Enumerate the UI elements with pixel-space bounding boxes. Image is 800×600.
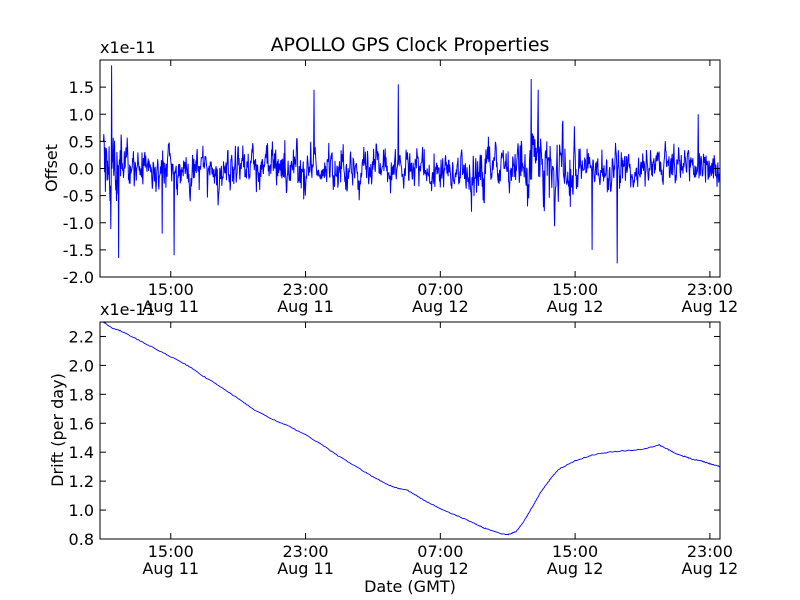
- offset-x-tick-date: Aug 12: [412, 297, 469, 316]
- drift-x-tick-date: Aug 12: [682, 559, 739, 578]
- offset-y-axis-label: Offset: [42, 144, 61, 192]
- drift-x-tick-time: 15:00: [552, 542, 598, 561]
- drift-x-tick-time: 15:00: [148, 542, 194, 561]
- drift-y-tick-label: 1.2: [69, 472, 94, 491]
- drift-y-multiplier: x1e-11: [100, 300, 156, 319]
- drift-y-ticks: 0.8 1.0 1.2 1.4 1.6 1.8 2.0 2.2: [69, 327, 720, 549]
- offset-y-tick-label: -2.0: [63, 268, 94, 287]
- drift-y-tick-label: 0.8: [69, 530, 94, 549]
- offset-x-tick-date: Aug 11: [142, 297, 199, 316]
- drift-x-tick-time: 23:00: [282, 542, 328, 561]
- drift-x-tick-date: Aug 11: [277, 559, 334, 578]
- offset-y-tick-label: 0.5: [69, 132, 94, 151]
- drift-series: [103, 322, 720, 536]
- drift-x-tick-time: 23:00: [687, 542, 733, 561]
- drift-x-axis-label: Date (GMT): [364, 577, 456, 596]
- drift-y-axis-label: Drift (per day): [48, 373, 67, 487]
- offset-line: [102, 65, 720, 264]
- drift-line: [103, 322, 720, 536]
- drift-y-tick-label: 2.0: [69, 356, 94, 375]
- drift-x-tick-time: 07:00: [417, 542, 463, 561]
- drift-x-tick-date: Aug 11: [142, 559, 199, 578]
- offset-y-multiplier: x1e-11: [100, 38, 156, 57]
- offset-x-tick-date: Aug 12: [682, 297, 739, 316]
- offset-y-tick-label: -1.0: [63, 214, 94, 233]
- offset-x-tick-time: 15:00: [552, 280, 598, 299]
- offset-y-tick-label: -1.5: [63, 241, 94, 260]
- drift-y-tick-label: 1.8: [69, 385, 94, 404]
- offset-x-tick-date: Aug 12: [547, 297, 604, 316]
- offset-x-tick-date: Aug 11: [277, 297, 334, 316]
- offset-x-tick-time: 07:00: [417, 280, 463, 299]
- drift-x-tick-date: Aug 12: [412, 559, 469, 578]
- offset-y-tick-label: 0.0: [69, 160, 94, 179]
- offset-x-tick-time: 23:00: [282, 280, 328, 299]
- drift-y-tick-label: 2.2: [69, 327, 94, 346]
- drift-y-tick-label: 1.6: [69, 414, 94, 433]
- offset-y-ticks: -2.0 -1.5 -1.0 -0.5 0.0 0.5 1.0 1.5: [63, 78, 720, 287]
- drift-x-tick-date: Aug 12: [547, 559, 604, 578]
- offset-series: [102, 65, 720, 264]
- offset-x-tick-time: 15:00: [148, 280, 194, 299]
- drift-axes-frame: [99, 321, 721, 540]
- drift-y-tick-label: 1.0: [69, 501, 94, 520]
- offset-y-tick-label: -0.5: [63, 187, 94, 206]
- offset-y-tick-label: 1.0: [69, 105, 94, 124]
- drift-y-tick-label: 1.4: [69, 443, 94, 462]
- chart-title: APOLLO GPS Clock Properties: [271, 34, 550, 56]
- offset-x-tick-time: 23:00: [687, 280, 733, 299]
- offset-y-tick-label: 1.5: [69, 78, 94, 97]
